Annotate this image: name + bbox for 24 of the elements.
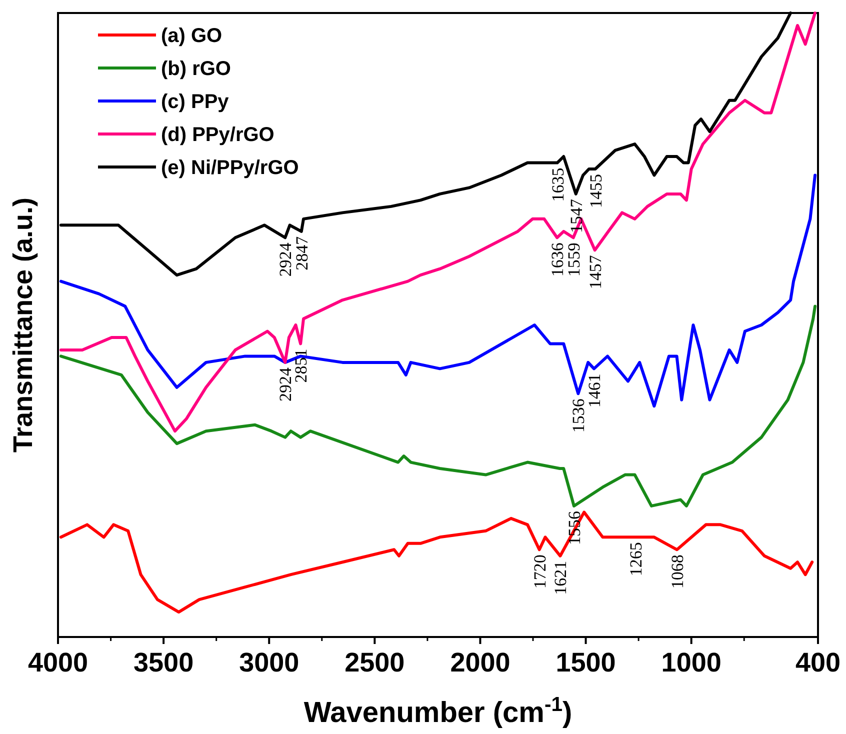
x-tick-label: 2000 (450, 647, 510, 678)
x-axis-title: Wavenumber (cm$^{-1}$) (304, 694, 572, 729)
annotation: 1265 (626, 542, 646, 576)
annotation: 1457 (586, 254, 605, 290)
x-tick-label: 400 (795, 647, 841, 678)
legend-label: (d) PPy/rGO (161, 124, 274, 146)
x-tick-label: 3500 (134, 647, 194, 678)
x-tick-label: 1500 (556, 647, 616, 678)
annotation: 1455 (586, 174, 606, 208)
annotation: 1720 (530, 554, 550, 589)
annotation: 1556 (564, 510, 584, 545)
annotation: 1068 (668, 554, 687, 589)
legend-label: (b) rGO (161, 58, 231, 80)
x-tick-label: 2500 (344, 647, 405, 678)
x-tick-label: 4000 (28, 647, 88, 678)
x-tick-label: 1000 (661, 647, 722, 678)
y-axis-title: Transmittance (a.u.) (8, 197, 38, 453)
legend-label: (e) Ni/PPy/rGO (161, 157, 299, 179)
legend-label: (a) GO (161, 25, 222, 47)
annotation: 1635 (548, 168, 568, 202)
annotation: 1547 (566, 198, 586, 233)
x-tick-label: 3000 (239, 647, 300, 678)
legend-label: (c) PPy (161, 91, 230, 113)
annotation: 1621 (551, 560, 570, 595)
